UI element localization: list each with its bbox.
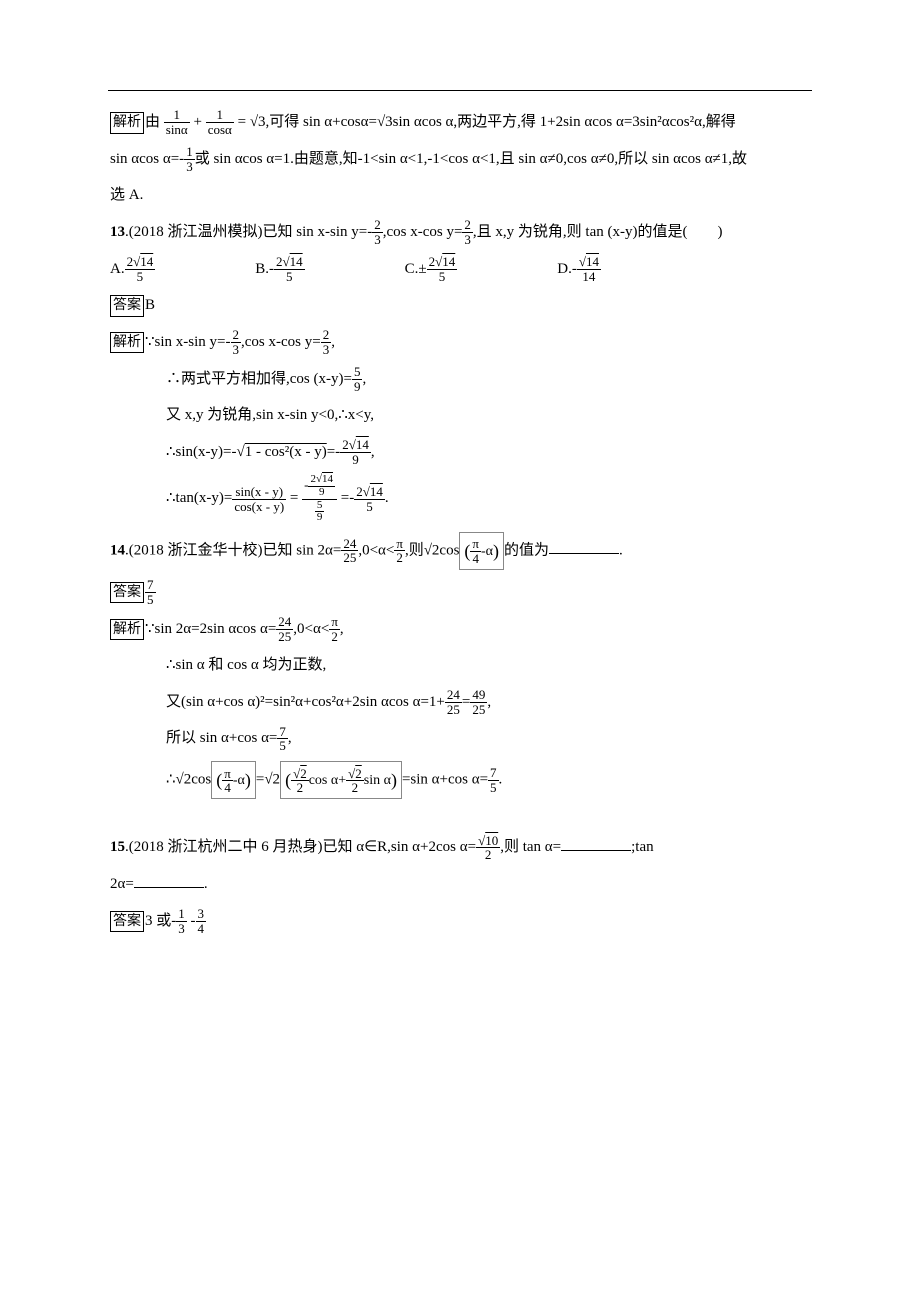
q13-number: 13 <box>110 224 125 240</box>
q14-number: 14 <box>110 542 125 558</box>
q13-answer: 答案B <box>110 291 810 320</box>
answer-value: B <box>145 297 155 313</box>
option-d: D.-√1414 <box>557 255 601 284</box>
blank-fill <box>549 538 619 554</box>
q14-sol1: 解析∵sin 2α=2sin αcos α=2425,0<α<π2, <box>110 615 810 644</box>
text: sin αcos α=- <box>110 151 184 167</box>
q13-sol3: 又 x,y 为锐角,sin x-sin y<0,∴x<y, <box>166 401 810 430</box>
analysis-label: 解析 <box>110 619 144 641</box>
analysis-label: 解析 <box>110 332 144 354</box>
answer-label: 答案 <box>110 295 144 317</box>
frac: 1sinα <box>164 108 190 136</box>
text: + <box>194 114 202 130</box>
q13-sol5: ∴tan(x-y)=sin(x - y)cos(x - y) = -2√149 … <box>166 474 810 523</box>
q13-stem: 13.(2018 浙江温州模拟)已知 sin x-sin y=-23,cos x… <box>110 218 810 247</box>
q15-number: 15 <box>110 839 125 855</box>
q12-line3: 选 A. <box>110 181 810 210</box>
frac: 2√145 <box>274 255 305 283</box>
paren-icon: (√22cos α+√22sin α) <box>280 761 402 799</box>
frac: 23 <box>372 218 383 246</box>
option-a: A.2√145 <box>110 255 155 284</box>
q14-answer: 答案75 <box>110 578 810 607</box>
q14-sol3: 又(sin α+cos α)²=sin²α+cos²α+2sin αcos α=… <box>166 688 810 717</box>
q14-sol4: 所以 sin α+cos α=75, <box>166 724 810 753</box>
q13-sol2: ∴两式平方相加得,cos (x-y)=59, <box>166 365 810 394</box>
option-b: B.-2√145 <box>255 255 304 284</box>
q12-analysis: 解析由 1sinα + 1cosα = √3,可得 sin α+cosα=√3s… <box>110 108 810 137</box>
paren-icon: (π4-α) <box>459 532 504 570</box>
q15-answer: 答案3 或-13 -34 <box>110 907 810 936</box>
blank-fill <box>561 835 631 851</box>
q13-sol1: 解析∵sin x-sin y=-23,cos x-cos y=23, <box>110 328 810 357</box>
frac: 23 <box>462 218 473 246</box>
q14-sol5: ∴√2cos(π4-α)=√2(√22cos α+√22sin α)=sin α… <box>166 761 810 799</box>
q14-stem: 14.(2018 浙江金华十校)已知 sin 2α=2425,0<α<π2,则√… <box>110 532 810 570</box>
frac: √1414 <box>577 255 601 283</box>
q15-stem: 15.(2018 浙江杭州二中 6 月热身)已知 α∈R,sin α+2cos … <box>110 833 810 862</box>
frac: 2√145 <box>427 255 458 283</box>
text: 或 sin αcos α=1.由题意,知-1<sin α<1,-1<cos α<… <box>195 151 747 167</box>
text: = √3,可得 sin α+cosα=√3sin αcos α,两边平方,得 1… <box>238 114 736 130</box>
text: 由 <box>145 114 160 130</box>
q12-line2: sin αcos α=-13或 sin αcos α=1.由题意,知-1<sin… <box>110 145 810 174</box>
blank-fill <box>134 872 204 888</box>
paren-icon: (π4-α) <box>211 761 256 799</box>
q13-sol4: ∴sin(x-y)=-√1 - cos²(x - y)=-2√149, <box>166 438 810 467</box>
text: .(2018 浙江温州模拟)已知 sin x-sin y=- <box>125 224 372 240</box>
frac: 1cosα <box>206 108 234 136</box>
analysis-label: 解析 <box>110 112 144 134</box>
text: ,且 x,y 为锐角,则 tan (x-y)的值是( ) <box>473 224 723 240</box>
q13-options: A.2√145 B.-2√145 C.±2√145 D.-√1414 <box>110 255 810 284</box>
q14-sol2: ∴sin α 和 cos α 均为正数, <box>166 651 810 680</box>
text: ,cos x-cos y= <box>383 224 463 240</box>
frac: 2√145 <box>125 255 156 283</box>
option-c: C.±2√145 <box>405 255 458 284</box>
answer-label: 答案 <box>110 911 144 933</box>
frac: 13 <box>184 145 195 173</box>
answer-label: 答案 <box>110 582 144 604</box>
q15-stem2: 2α=. <box>110 870 810 899</box>
